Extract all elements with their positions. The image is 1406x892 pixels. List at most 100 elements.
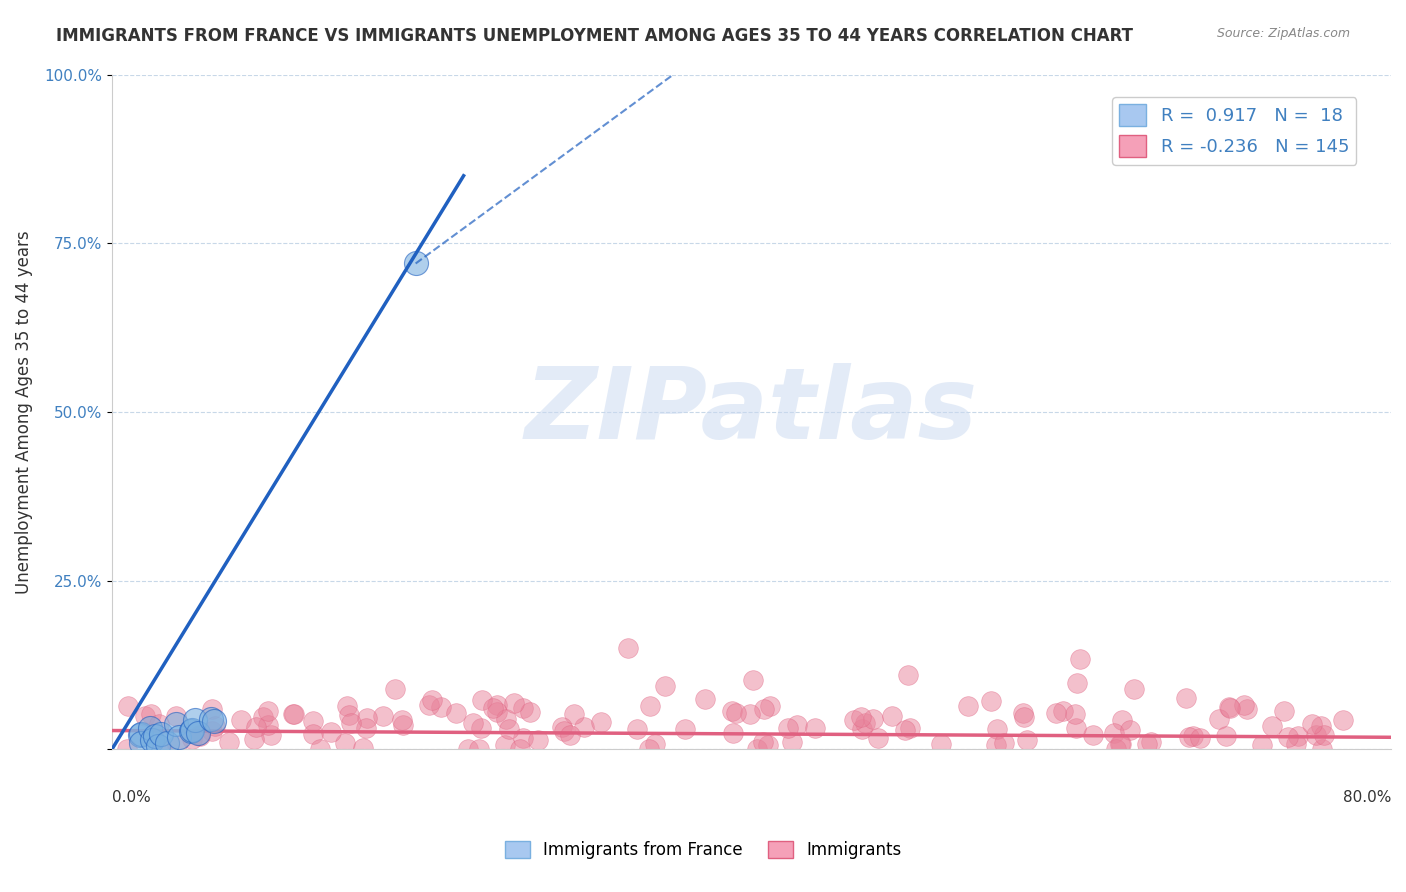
Point xyxy=(693,692,716,706)
Point xyxy=(1109,737,1132,751)
Point xyxy=(897,668,920,682)
Point xyxy=(562,707,585,722)
Text: IMMIGRANTS FROM FRANCE VS IMMIGRANTS UNEMPLOYMENT AMONG AGES 35 TO 44 YEARS CORR: IMMIGRANTS FROM FRANCE VS IMMIGRANTS UNE… xyxy=(56,27,1133,45)
Point xyxy=(1285,737,1308,751)
Point xyxy=(993,736,1015,750)
Point xyxy=(1219,700,1241,714)
Point xyxy=(1215,729,1237,743)
Point xyxy=(131,736,153,750)
Point xyxy=(723,725,745,739)
Point xyxy=(1277,730,1299,744)
Point xyxy=(1109,737,1132,751)
Point xyxy=(1102,726,1125,740)
Point xyxy=(494,738,516,752)
Point xyxy=(553,724,575,739)
Point xyxy=(738,707,761,722)
Point xyxy=(591,714,613,729)
Legend: R =  0.917   N =  18, R = -0.236   N = 145: R = 0.917 N = 18, R = -0.236 N = 145 xyxy=(1112,97,1357,164)
Point xyxy=(128,728,150,742)
Point xyxy=(1045,706,1067,720)
Point xyxy=(527,732,550,747)
Point xyxy=(1233,698,1256,712)
Point xyxy=(572,721,595,735)
Point xyxy=(252,709,274,723)
Point xyxy=(143,729,166,743)
Point xyxy=(862,712,884,726)
Point xyxy=(1272,705,1295,719)
Point xyxy=(929,737,952,751)
Point xyxy=(1052,704,1074,718)
Point xyxy=(1208,712,1230,726)
Point xyxy=(167,731,190,745)
Point xyxy=(851,722,873,736)
Point xyxy=(1286,730,1309,744)
Point xyxy=(1261,719,1284,733)
Point xyxy=(180,723,202,738)
Point xyxy=(1175,691,1198,706)
Point xyxy=(352,741,374,756)
Point xyxy=(1122,681,1144,696)
Point xyxy=(1251,739,1274,753)
Point xyxy=(1182,729,1205,743)
Point xyxy=(638,698,661,713)
Point xyxy=(673,722,696,736)
Text: 80.0%: 80.0% xyxy=(1343,790,1391,805)
Point xyxy=(471,693,494,707)
Point xyxy=(866,731,889,745)
Point xyxy=(745,742,768,756)
Point xyxy=(187,728,209,742)
Point xyxy=(245,720,267,734)
Point xyxy=(204,719,226,733)
Point xyxy=(257,718,280,732)
Point xyxy=(751,735,773,749)
Point xyxy=(1310,741,1333,756)
Point xyxy=(503,696,526,710)
Point xyxy=(1331,713,1354,727)
Point xyxy=(560,728,582,742)
Point xyxy=(141,732,163,747)
Point xyxy=(302,714,325,728)
Legend: Immigrants from France, Immigrants: Immigrants from France, Immigrants xyxy=(498,834,908,866)
Point xyxy=(356,711,378,725)
Point xyxy=(418,698,440,713)
Y-axis label: Unemployment Among Ages 35 to 44 years: Unemployment Among Ages 35 to 44 years xyxy=(15,230,32,594)
Point xyxy=(1119,723,1142,737)
Point xyxy=(242,732,264,747)
Point xyxy=(152,742,174,756)
Point xyxy=(1069,652,1091,666)
Point xyxy=(166,716,188,731)
Point xyxy=(420,692,443,706)
Point xyxy=(626,722,648,736)
Point xyxy=(405,256,427,270)
Point xyxy=(1066,676,1088,690)
Point xyxy=(166,738,188,752)
Point xyxy=(782,735,804,749)
Point xyxy=(281,706,304,721)
Point xyxy=(117,699,139,714)
Point xyxy=(741,673,763,687)
Point xyxy=(180,723,202,737)
Point xyxy=(1064,707,1087,722)
Point xyxy=(486,705,509,719)
Point xyxy=(498,722,520,736)
Point xyxy=(1105,742,1128,756)
Point xyxy=(638,742,661,756)
Point xyxy=(302,726,325,740)
Point xyxy=(260,728,283,742)
Point xyxy=(980,694,1002,708)
Point xyxy=(384,681,406,696)
Point xyxy=(509,742,531,756)
Point xyxy=(1301,716,1323,731)
Point xyxy=(201,702,224,716)
Point xyxy=(200,724,222,739)
Point xyxy=(898,721,921,735)
Point xyxy=(1218,699,1240,714)
Point xyxy=(333,736,356,750)
Point xyxy=(1015,733,1038,747)
Point xyxy=(337,707,360,722)
Point xyxy=(786,718,808,732)
Point xyxy=(371,709,394,723)
Point xyxy=(468,741,491,756)
Point xyxy=(759,698,782,713)
Point xyxy=(470,721,492,735)
